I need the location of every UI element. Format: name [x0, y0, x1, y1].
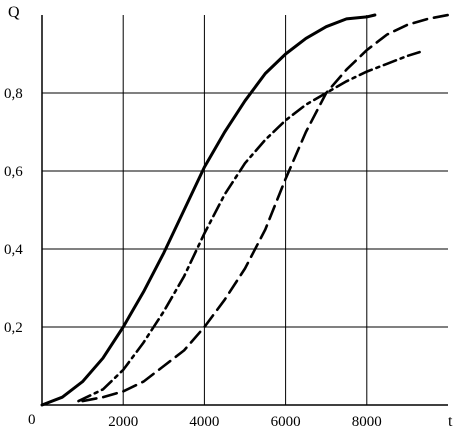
series-line-dash-dot	[77, 50, 421, 403]
y-axis-title: Q	[8, 4, 20, 21]
series-group	[40, 13, 450, 407]
x-tick-label-2: 6000	[271, 414, 301, 430]
grid	[42, 15, 448, 405]
y-tick-label-3: 0,8	[4, 86, 23, 102]
axes	[41, 15, 448, 406]
x-axis-title: t	[448, 413, 453, 430]
y-tick-label-0: 0,2	[4, 320, 23, 336]
series-line-solid	[40, 13, 377, 407]
tick-labels: 2000 4000 6000 8000 0,2 0,4 0,6 0,8	[4, 86, 382, 430]
y-tick-label-2: 0,6	[4, 164, 23, 180]
series-line-dashed	[81, 13, 450, 403]
x-tick-label-3: 8000	[352, 414, 382, 430]
x-tick-label-1: 4000	[189, 414, 219, 430]
y-tick-label-1: 0,4	[4, 242, 23, 258]
x-tick-label-0: 2000	[108, 414, 138, 430]
origin-label: 0	[28, 412, 36, 428]
